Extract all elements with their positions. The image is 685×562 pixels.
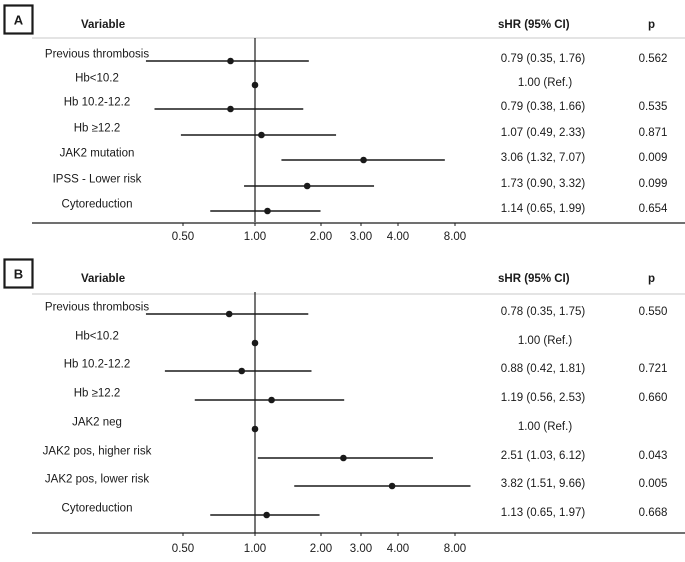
estimate-text: 0.79 (0.38, 1.66)	[501, 101, 586, 113]
x-tick-label: 0.50	[172, 231, 194, 243]
forest-row: IPSS - Lower risk 1.73 (0.90, 3.32) 0.099	[53, 174, 668, 191]
x-tick-label: 4.00	[387, 231, 409, 243]
row-label: Hb<10.2	[75, 73, 119, 85]
column-header-variable: Variable	[81, 19, 125, 31]
point-estimate	[227, 105, 234, 113]
p-value: 0.660	[639, 392, 668, 404]
point-estimate	[360, 156, 367, 164]
p-value: 0.654	[639, 203, 668, 215]
column-header-p: p	[648, 19, 655, 31]
point-estimate	[258, 131, 265, 139]
panel-letter: B	[14, 267, 23, 282]
p-value: 0.099	[639, 178, 668, 190]
estimate-text: 1.00 (Ref.)	[518, 335, 572, 347]
forest-row: JAK2 neg 1.00 (Ref.)	[72, 417, 572, 434]
estimate-text: 3.82 (1.51, 9.66)	[501, 478, 586, 490]
point-estimate	[251, 425, 259, 433]
forest-panel-b: B Variable sHR (95% CI) p 0.50 1.00 2.00 3.00 4.…	[3, 258, 685, 555]
p-value: 0.871	[639, 127, 668, 139]
row-label: Hb ≥12.2	[74, 123, 121, 135]
row-label: JAK2 pos, lower risk	[45, 474, 149, 486]
point-estimate	[225, 310, 233, 318]
forest-row: Hb 10.2-12.2 0.79 (0.38, 1.66) 0.535	[64, 97, 668, 114]
estimate-text: 1.13 (0.65, 1.97)	[501, 507, 586, 519]
point-estimate	[251, 81, 259, 89]
estimate-text: 1.00 (Ref.)	[518, 77, 572, 89]
forest-row: Cytoreduction 1.14 (0.65, 1.99) 0.654	[62, 199, 668, 216]
forest-row: Cytoreduction 1.13 (0.65, 1.97) 0.668	[62, 503, 668, 520]
p-value: 0.668	[639, 507, 668, 519]
forest-row: Previous thrombosis 0.79 (0.35, 1.76) 0.56…	[45, 49, 667, 66]
forest-row: Hb ≥12.2 1.07 (0.49, 2.33) 0.871	[74, 123, 668, 140]
row-label: JAK2 mutation	[60, 148, 135, 160]
x-tick-label: 1.00	[244, 543, 266, 555]
estimate-text: 1.07 (0.49, 2.33)	[501, 127, 586, 139]
p-value: 0.043	[639, 450, 668, 462]
point-estimate	[251, 339, 259, 347]
x-tick-label: 8.00	[444, 543, 466, 555]
forest-row: Previous thrombosis 0.78 (0.35, 1.75) 0.55…	[45, 302, 667, 319]
row-label: JAK2 pos, higher risk	[43, 446, 152, 458]
column-header-shr: sHR (95% CI)	[498, 273, 570, 285]
point-estimate	[263, 511, 270, 519]
point-estimate	[303, 182, 311, 190]
point-estimate	[388, 482, 396, 490]
estimate-text: 0.79 (0.35, 1.76)	[501, 53, 586, 65]
p-value: 0.535	[639, 101, 668, 113]
x-tick-label: 1.00	[244, 231, 266, 243]
row-label: Hb<10.2	[75, 331, 119, 343]
estimate-text: 3.06 (1.32, 7.07)	[501, 152, 586, 164]
point-estimate	[238, 367, 246, 375]
estimate-text: 2.51 (1.03, 6.12)	[501, 450, 586, 462]
estimate-text: 0.78 (0.35, 1.75)	[501, 306, 586, 318]
p-value: 0.009	[639, 152, 668, 164]
column-header-shr: sHR (95% CI)	[498, 19, 570, 31]
row-label: IPSS - Lower risk	[53, 174, 142, 186]
row-label: Cytoreduction	[62, 199, 133, 211]
panel-letter: A	[14, 13, 24, 28]
estimate-text: 1.14 (0.65, 1.99)	[501, 203, 586, 215]
x-tick-label: 2.00	[310, 543, 332, 555]
x-tick-label: 8.00	[444, 231, 466, 243]
estimate-text: 1.19 (0.56, 2.53)	[501, 392, 586, 404]
forest-row: JAK2 pos, higher risk 2.51 (1.03, 6.12) 0.…	[43, 446, 668, 463]
forest-row: JAK2 pos, lower risk 3.82 (1.51, 9.66) 0.0…	[45, 474, 667, 491]
row-label: Hb ≥12.2	[74, 388, 121, 400]
point-estimate	[268, 396, 275, 404]
x-tick-label: 2.00	[310, 231, 332, 243]
forest-row: JAK2 mutation 3.06 (1.32, 7.07) 0.009	[60, 148, 668, 165]
x-tick-label: 3.00	[350, 231, 372, 243]
p-value: 0.721	[639, 363, 668, 375]
row-label: Cytoreduction	[62, 503, 133, 515]
point-estimate	[340, 454, 347, 462]
forest-panel-a: A Variable sHR (95% CI) p 0.50 1.00 2.00 3.00 4.…	[3, 4, 685, 243]
column-header-p: p	[648, 273, 655, 285]
point-estimate	[227, 57, 234, 65]
estimate-text: 1.00 (Ref.)	[518, 421, 572, 433]
row-label: Hb 10.2-12.2	[64, 359, 131, 371]
forest-row: Hb ≥12.2 1.19 (0.56, 2.53) 0.660	[74, 388, 668, 405]
x-tick-label: 4.00	[387, 543, 409, 555]
panel-letter-box	[3, 258, 34, 289]
panel-letter-box	[3, 4, 34, 35]
forest-row: Hb<10.2 1.00 (Ref.)	[75, 331, 572, 348]
estimate-text: 0.88 (0.42, 1.81)	[501, 363, 586, 375]
x-tick-label: 0.50	[172, 543, 194, 555]
x-tick-label: 3.00	[350, 543, 372, 555]
estimate-text: 1.73 (0.90, 3.32)	[501, 178, 586, 190]
row-label: Hb 10.2-12.2	[64, 97, 131, 109]
row-label: JAK2 neg	[72, 417, 122, 429]
point-estimate	[264, 207, 271, 215]
p-value: 0.005	[639, 478, 668, 490]
forest-row: Hb<10.2 1.00 (Ref.)	[75, 73, 572, 90]
forest-row: Hb 10.2-12.2 0.88 (0.42, 1.81) 0.721	[64, 359, 668, 376]
row-label: Previous thrombosis	[45, 302, 149, 314]
p-value: 0.562	[639, 53, 668, 65]
row-label: Previous thrombosis	[45, 49, 149, 61]
p-value: 0.550	[639, 306, 668, 318]
column-header-variable: Variable	[81, 273, 125, 285]
